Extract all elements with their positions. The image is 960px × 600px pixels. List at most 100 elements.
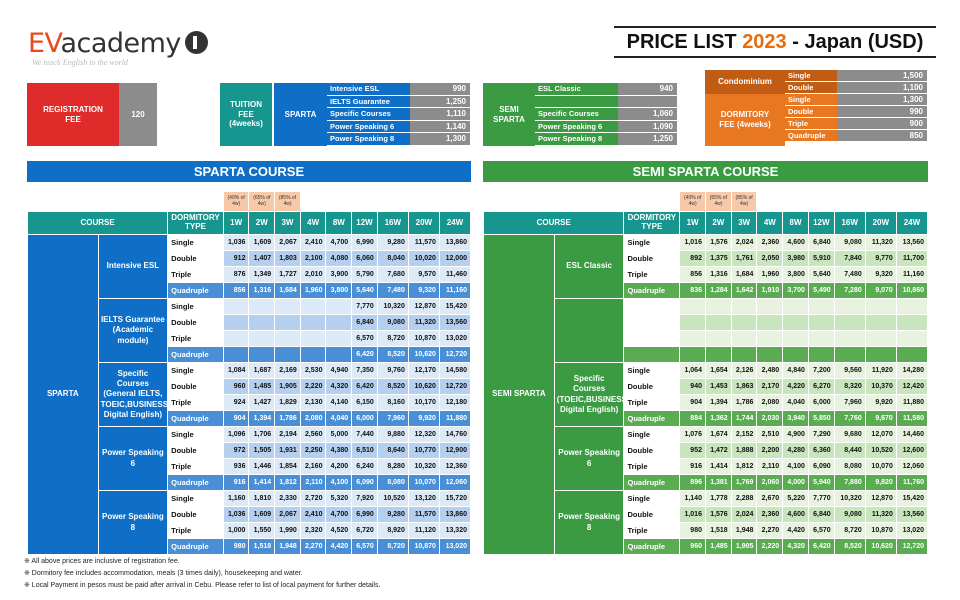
price-cell: 1,905 — [730, 538, 758, 555]
table-row — [484, 346, 929, 363]
discount-note: (65% of 4w) — [248, 191, 276, 212]
table-row: Triple 1,000 1,550 1,990 2,320 4,520 6,720 8,92… — [28, 522, 472, 539]
dorm-type: Single — [167, 362, 224, 379]
dorm-type — [623, 314, 681, 331]
price-cell: 4,100 — [782, 458, 809, 475]
table-row: Quadruple 896 1,381 1,769 2,060 4,000 5,940 7,8… — [484, 474, 929, 491]
price-cell: 6,990 — [351, 506, 378, 523]
spacer-cell — [438, 191, 472, 212]
price-cell — [325, 314, 353, 331]
price-cell: 12,360 — [438, 458, 472, 475]
price-cell: 7,960 — [833, 394, 866, 411]
price-cell: 11,880 — [895, 394, 929, 411]
price-cell: 9,760 — [376, 362, 409, 379]
price-cell: 7,480 — [833, 266, 866, 283]
price-cell: 11,160 — [438, 282, 472, 299]
room-row: Single 1,500 — [785, 70, 927, 82]
price-cell: 11,570 — [407, 234, 440, 251]
price-cell — [222, 346, 250, 363]
course-name: Power Speaking 6 — [97, 426, 169, 491]
price-cell — [895, 346, 929, 363]
dorm-type: Triple — [623, 266, 681, 283]
price-cell: 1,485 — [704, 538, 732, 555]
week-header: 3W — [730, 211, 758, 235]
spacer-cell — [807, 191, 835, 212]
price-cell: 6,990 — [351, 234, 378, 251]
price-cell: 5,790 — [351, 266, 378, 283]
spacer-cell — [895, 191, 929, 212]
price-cell: 14,760 — [438, 426, 472, 443]
price-cell: 1,140 — [679, 490, 706, 507]
tuition-sparta-label: SPARTA — [274, 83, 327, 146]
price-cell — [864, 298, 897, 315]
table-row — [484, 298, 929, 363]
fee-name: Specific Courses — [327, 108, 410, 120]
table-row: Double 1,036 1,609 2,067 2,410 4,700 6,990 9,28… — [28, 506, 472, 523]
price-cell: 9,570 — [407, 266, 440, 283]
logo: EVacademy We teach English to the world — [28, 30, 208, 67]
note-item: ※ Local Payment in pesos must be paid af… — [24, 582, 381, 589]
fee-price — [618, 95, 677, 108]
price-cell — [782, 346, 809, 363]
price-cell: 2,160 — [299, 458, 327, 475]
dorm-type: Triple — [167, 266, 224, 283]
price-cell: 2,024 — [730, 234, 758, 251]
price-cell: 6,720 — [351, 522, 378, 539]
dorm-type: Single — [623, 362, 681, 379]
price-cell: 2,220 — [299, 378, 327, 395]
header-row: COURSE DORMITORY TYPE 1W 2W 3W 4W 8W 12W 16W 20W 2… — [26, 211, 472, 235]
spacer-cell — [483, 191, 555, 212]
price-cell: 3,700 — [782, 282, 809, 299]
price-cell: 1,036 — [222, 506, 250, 523]
price-cell: 3,900 — [325, 266, 353, 283]
price-cell — [864, 314, 897, 331]
header-row: COURSE DORMITORY TYPE 1W 2W 3W 4W 8W 12W 16W 20W 2… — [482, 211, 929, 235]
price-cell — [756, 298, 784, 315]
price-cell: 6,840 — [807, 234, 835, 251]
week-header: 2W — [248, 211, 276, 235]
fee-price: 1,140 — [410, 120, 470, 133]
price-cell — [299, 298, 327, 315]
price-cell: 2,060 — [756, 474, 784, 491]
price-cell: 4,900 — [782, 426, 809, 443]
price-cell: 2,320 — [299, 522, 327, 539]
price-cell: 7,350 — [351, 362, 378, 379]
price-cell: 2,530 — [299, 362, 327, 379]
table-row — [484, 330, 929, 347]
price-cell: 2,720 — [299, 490, 327, 507]
price-cell: 1,854 — [274, 458, 301, 475]
price-cell — [222, 330, 250, 347]
price-cell: 5,490 — [807, 282, 835, 299]
dorm-type: Single — [167, 426, 224, 443]
price-cell: 5,220 — [782, 490, 809, 507]
dorm-type — [623, 346, 681, 363]
price-cell: 6,090 — [351, 474, 378, 491]
price-cell: 1,414 — [248, 474, 276, 491]
price-cell — [679, 346, 706, 363]
dorm-type: Quadruple — [623, 538, 681, 555]
price-cell — [248, 346, 276, 363]
price-cell: 6,420 — [351, 346, 378, 363]
table-row: SPARTA Intensive ESL Single 1,036 1,609 2,067… — [27, 234, 472, 555]
spacer-cell — [407, 191, 440, 212]
price-cell: 7,760 — [833, 410, 866, 427]
price-cell — [782, 298, 809, 315]
dormitory-label: DORMITORY FEE (4weeks) — [705, 94, 785, 146]
price-cell — [274, 330, 301, 347]
logo-mark-icon — [184, 31, 208, 54]
price-cell: 6,420 — [807, 538, 835, 555]
price-cell: 9,080 — [833, 506, 866, 523]
spacer-cell — [27, 191, 99, 212]
price-cell: 1,316 — [704, 266, 732, 283]
spacer-cell — [623, 191, 681, 212]
discount-note: (85% of 4w) — [274, 191, 301, 212]
price-cell: 8,080 — [833, 458, 866, 475]
discount-note: (65% of 4w) — [704, 191, 732, 212]
price-cell: 940 — [679, 378, 706, 395]
price-cell — [895, 298, 929, 315]
price-cell — [730, 330, 758, 347]
price-cell — [248, 314, 276, 331]
price-cell: 1,016 — [679, 234, 706, 251]
price-cell: 1,888 — [730, 442, 758, 459]
price-cell: 1,609 — [248, 506, 276, 523]
